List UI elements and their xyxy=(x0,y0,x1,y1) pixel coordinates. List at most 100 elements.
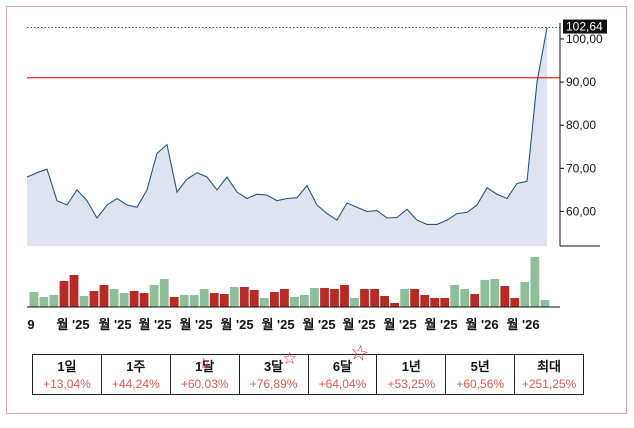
volume-bar xyxy=(390,303,399,307)
volume-bar xyxy=(109,289,119,307)
volume-bar xyxy=(129,291,139,307)
volume-bar xyxy=(49,295,59,307)
volume-bar xyxy=(239,287,249,307)
volume-bar xyxy=(229,287,239,307)
period-5y[interactable]: 5년 +60,56% xyxy=(446,355,516,394)
volume-bar xyxy=(209,293,219,307)
volume-bar xyxy=(189,295,199,307)
volume-bar xyxy=(99,285,109,307)
period-max[interactable]: 최대 +251,25% xyxy=(515,355,583,394)
volume-bar xyxy=(290,297,299,307)
x-tick-label: 월 '25 xyxy=(138,317,171,332)
period-label: 1년 xyxy=(401,359,421,374)
volume-bar xyxy=(139,293,149,307)
volume-bar xyxy=(159,279,169,307)
x-tick-label: 월 '25 xyxy=(342,317,375,332)
star-annotation-icon: ☆ xyxy=(348,340,371,367)
period-change: +251,25% xyxy=(521,377,577,391)
y-tick-label: 60,00 xyxy=(566,204,596,218)
volume-bar xyxy=(450,285,460,307)
volume-panel xyxy=(29,257,550,307)
volume-bar xyxy=(330,289,339,307)
period-change: +60,03% xyxy=(180,377,229,391)
volume-bar xyxy=(420,295,430,307)
x-tick-label: 월 '25 xyxy=(424,317,457,332)
star-annotation-icon: ☆ xyxy=(282,349,298,368)
volume-bar xyxy=(219,294,229,307)
volume-bar xyxy=(350,298,359,307)
volume-bar xyxy=(530,257,540,307)
period-label: 1달 xyxy=(195,359,215,374)
volume-bar xyxy=(340,285,349,307)
volume-bar xyxy=(430,298,440,307)
period-label: 1주 xyxy=(126,359,146,374)
x-tick-label: 월 '25 xyxy=(261,317,294,332)
period-label: 1일 xyxy=(57,359,77,374)
period-label: 5년 xyxy=(470,359,490,374)
period-label: 3달 xyxy=(263,359,284,374)
x-tick-label: 월 '26 xyxy=(506,317,539,332)
y-tick-label: 80,00 xyxy=(566,118,596,132)
volume-bar xyxy=(249,290,259,307)
x-tick-label: 월 '26 xyxy=(465,317,498,332)
period-selector: 1일 +13,04% 1주 +44,24% 1달 +60,03% 3달 +76,… xyxy=(32,354,584,395)
volume-bar xyxy=(199,289,209,307)
volume-bar xyxy=(380,296,389,307)
last-value-tag xyxy=(563,19,607,34)
volume-bar xyxy=(500,286,510,307)
x-tick-label: 월 '25 xyxy=(383,317,416,332)
volume-bar xyxy=(490,279,500,307)
volume-bar xyxy=(179,295,189,307)
x-tick-label: 월 '25 xyxy=(220,317,253,332)
volume-bar xyxy=(310,288,319,307)
period-1d[interactable]: 1일 +13,04% xyxy=(33,355,102,394)
volume-bar xyxy=(280,289,289,307)
period-label: 6달 xyxy=(332,359,353,374)
y-tick-label: 70,00 xyxy=(566,161,596,175)
period-change: +13,04% xyxy=(43,377,91,391)
volume-bar xyxy=(149,285,159,307)
volume-bar xyxy=(510,298,520,307)
price-line xyxy=(26,27,548,225)
volume-bar xyxy=(270,292,279,307)
period-change: +60,56% xyxy=(456,377,505,391)
volume-bar xyxy=(259,298,269,307)
period-6m[interactable]: 6달 +64,04% xyxy=(309,355,378,394)
period-1m[interactable]: 1달 +60,03% xyxy=(171,355,240,394)
period-1w[interactable]: 1주 +44,24% xyxy=(102,355,171,394)
volume-bar xyxy=(480,280,490,307)
period-3m[interactable]: 3달 +76,89% xyxy=(240,355,309,394)
y-tick-label: 100,00 xyxy=(566,32,603,46)
volume-bar xyxy=(300,295,309,307)
period-change: +64,04% xyxy=(318,377,367,391)
period-1y[interactable]: 1년 +53,25% xyxy=(377,355,447,394)
volume-bar xyxy=(520,282,530,307)
last-value-label: 102,64 xyxy=(566,20,603,34)
volume-bar xyxy=(29,292,39,307)
volume-bar xyxy=(39,297,49,307)
volume-bar xyxy=(400,289,409,307)
period-change: +44,24% xyxy=(111,377,160,391)
volume-bar xyxy=(360,289,369,307)
volume-bar xyxy=(79,296,89,307)
x-tick-label: 9 xyxy=(27,317,34,332)
volume-bar xyxy=(320,288,329,307)
x-tick-label: 월 '25 xyxy=(179,317,212,332)
volume-bar xyxy=(540,300,550,307)
period-change: +53,25% xyxy=(387,377,436,391)
volume-bar xyxy=(370,289,379,307)
y-tick-label: 90,00 xyxy=(566,75,596,89)
period-label: 최대 xyxy=(537,359,562,374)
price-area xyxy=(27,27,547,246)
volume-bar xyxy=(440,298,450,307)
volume-bar xyxy=(410,289,419,307)
volume-bar xyxy=(169,297,179,307)
period-change: +76,89% xyxy=(249,377,298,391)
volume-bar xyxy=(59,281,69,307)
price-panel xyxy=(26,27,560,246)
axes: 100,00 90,00 80,00 70,00 60,00 102,64 9 월 '25 월 … xyxy=(27,19,607,332)
x-tick-label: 월 '25 xyxy=(98,317,131,332)
volume-bar xyxy=(89,291,99,307)
volume-bar xyxy=(119,293,129,307)
